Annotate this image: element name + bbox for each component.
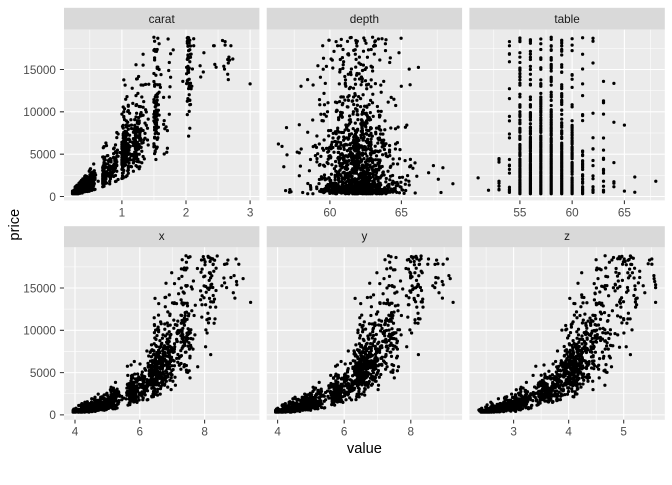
svg-text:8: 8 bbox=[408, 426, 415, 439]
svg-text:4: 4 bbox=[565, 426, 572, 439]
svg-text:65: 65 bbox=[618, 207, 632, 220]
svg-text:60: 60 bbox=[323, 207, 337, 220]
svg-text:y: y bbox=[361, 230, 367, 243]
svg-text:60: 60 bbox=[566, 207, 580, 220]
svg-text:1: 1 bbox=[119, 207, 126, 220]
svg-text:10000: 10000 bbox=[23, 106, 56, 119]
svg-text:depth: depth bbox=[350, 13, 379, 26]
svg-text:15000: 15000 bbox=[23, 282, 56, 295]
svg-text:0: 0 bbox=[49, 191, 56, 204]
svg-text:3: 3 bbox=[247, 207, 254, 220]
svg-text:2: 2 bbox=[183, 207, 190, 220]
svg-text:value: value bbox=[347, 441, 382, 457]
svg-text:5000: 5000 bbox=[30, 367, 57, 380]
svg-text:3: 3 bbox=[510, 426, 517, 439]
svg-text:table: table bbox=[554, 13, 579, 26]
svg-text:55: 55 bbox=[513, 207, 527, 220]
svg-text:8: 8 bbox=[201, 426, 208, 439]
svg-text:x: x bbox=[159, 230, 165, 243]
svg-text:5: 5 bbox=[620, 426, 627, 439]
svg-text:4: 4 bbox=[274, 426, 281, 439]
svg-text:z: z bbox=[564, 230, 570, 243]
svg-text:6: 6 bbox=[137, 426, 144, 439]
svg-text:6: 6 bbox=[341, 426, 348, 439]
svg-text:65: 65 bbox=[395, 207, 409, 220]
svg-text:5000: 5000 bbox=[30, 148, 57, 161]
svg-text:4: 4 bbox=[72, 426, 79, 439]
svg-text:carat: carat bbox=[149, 13, 176, 26]
svg-text:price: price bbox=[7, 209, 23, 241]
svg-text:0: 0 bbox=[49, 409, 56, 422]
svg-text:10000: 10000 bbox=[23, 325, 56, 338]
svg-text:15000: 15000 bbox=[23, 64, 56, 77]
